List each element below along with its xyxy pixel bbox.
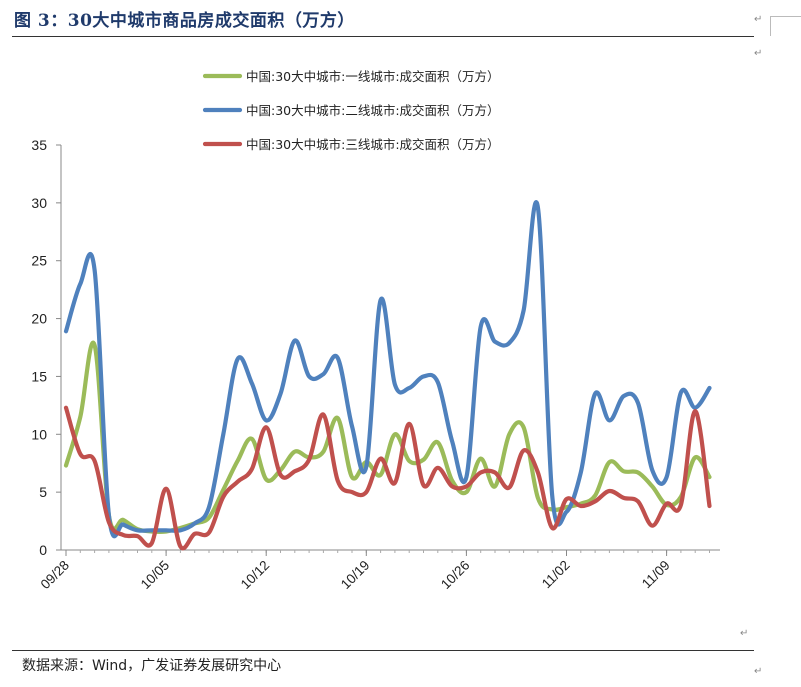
x-tick-label: 11/09 — [639, 558, 673, 592]
x-ticks: 09/28 10/05 10/12 10/19 10/26 11/02 11/09 — [38, 550, 710, 592]
x-tick-label: 10/12 — [238, 558, 273, 593]
series-line-tier2 — [63, 200, 712, 539]
return-mark-icon: ↵ — [754, 666, 763, 677]
y-tick-label: 5 — [39, 484, 47, 500]
x-tick-label: 09/28 — [38, 558, 73, 593]
y-tick-label: 10 — [31, 426, 47, 442]
chart-axes — [60, 145, 720, 551]
legend-label-tier1: 中国:30大中城市:一线城市:成交面积（万方） — [246, 69, 500, 84]
y-tick-label: 35 — [31, 137, 47, 153]
y-tick-label: 20 — [31, 311, 47, 327]
figure-title: 图 3：30大中城市商品房成交面积（万方） — [14, 11, 355, 31]
crop-mark-vertical — [770, 16, 771, 36]
return-mark-icon: ↵ — [740, 628, 749, 639]
series-line-tier3 — [63, 405, 712, 551]
chart-legend: 中国:30大中城市:一线城市:成交面积（万方） 中国:30大中城市:二线城市:成交… — [202, 69, 500, 152]
x-tick-label: 11/02 — [539, 558, 573, 592]
return-mark-icon: ↵ — [754, 14, 763, 25]
y-tick-label: 30 — [31, 195, 47, 211]
x-tick-label: 10/26 — [438, 558, 473, 593]
crop-mark-horizontal — [770, 16, 801, 17]
source-divider — [12, 650, 754, 651]
y-tick-label: 15 — [31, 368, 47, 384]
y-tick-label: 25 — [31, 253, 47, 269]
x-tick-label: 10/19 — [338, 558, 373, 593]
y-tick-label: 0 — [39, 542, 47, 558]
legend-label-tier3: 中国:30大中城市:三线城市:成交面积（万方） — [246, 137, 500, 152]
return-mark-icon: ↵ — [754, 48, 763, 59]
data-source-note: 数据来源：Wind，广发证券发展研究中心 — [22, 658, 282, 674]
title-divider — [12, 36, 754, 37]
legend-label-tier2: 中国:30大中城市:二线城市:成交面积（万方） — [246, 103, 500, 118]
x-tick-label: 10/05 — [138, 558, 173, 593]
y-ticks: 0 5 10 15 20 25 30 35 — [31, 137, 61, 558]
series-lines — [63, 200, 712, 551]
